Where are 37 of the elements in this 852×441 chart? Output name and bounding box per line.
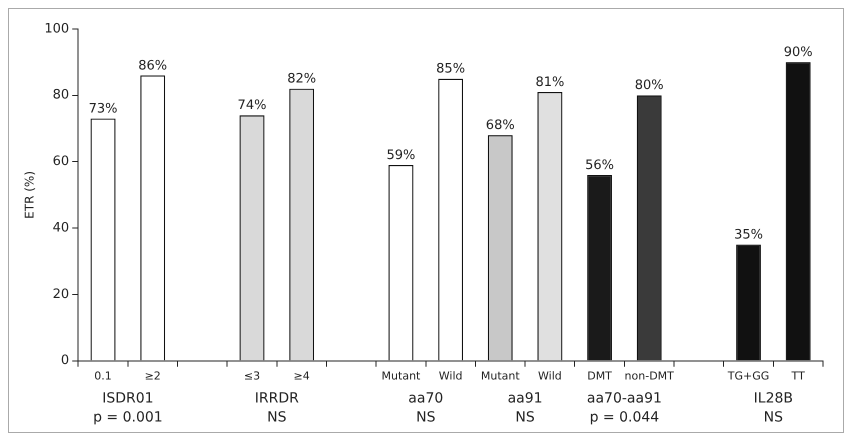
text: aa70-aa91 p = 0.044 [586, 390, 662, 426]
x-tick-label: Wild [538, 369, 562, 382]
data-label: 90% [784, 45, 813, 60]
data-label: 74% [238, 98, 266, 114]
x-tick-label: DMT [587, 369, 612, 382]
text: ISDR01 p = 0.001 [93, 390, 163, 426]
text: IRRDR NS [254, 390, 300, 426]
data-label: 80% [634, 78, 664, 94]
data-label: 82% [287, 72, 316, 87]
x-tick-label: TG+GG [726, 369, 770, 382]
data-label: 56% [585, 158, 614, 173]
x-tick-label: ≥4 [294, 369, 310, 382]
data-label: 81% [535, 74, 564, 90]
x-tick-label: TT [790, 369, 806, 382]
y-tick-label: 80 [52, 88, 70, 103]
y-axis-title: ETR (%) [22, 170, 36, 219]
x-tick-label: Mutant [382, 369, 422, 382]
x-tick-label: Mutant [480, 369, 520, 382]
x-tick-label: ≤3 [244, 369, 260, 382]
data-label: 86% [138, 58, 168, 74]
text: aa91 NS [508, 390, 543, 426]
x-tick-label: Wild [438, 369, 462, 382]
data-label: 59% [386, 148, 416, 163]
y-tick-label: 40 [52, 220, 70, 236]
y-tick-label: 100 [44, 21, 70, 36]
data-label: 35% [734, 228, 763, 243]
y-tick-label: 0 [60, 353, 70, 368]
data-label: 68% [486, 118, 515, 134]
y-tick-label: 60 [52, 154, 70, 170]
data-label: 85% [436, 62, 466, 77]
x-tick-label: ≥2 [144, 369, 161, 382]
text: IL28B NS [754, 390, 794, 426]
x-tick-label: 0.1 [94, 369, 112, 382]
text: aa70 NS [408, 390, 444, 426]
y-tick-label: 20 [52, 286, 70, 302]
x-tick-label: non-DMT [624, 369, 674, 382]
data-label: 73% [88, 101, 118, 116]
